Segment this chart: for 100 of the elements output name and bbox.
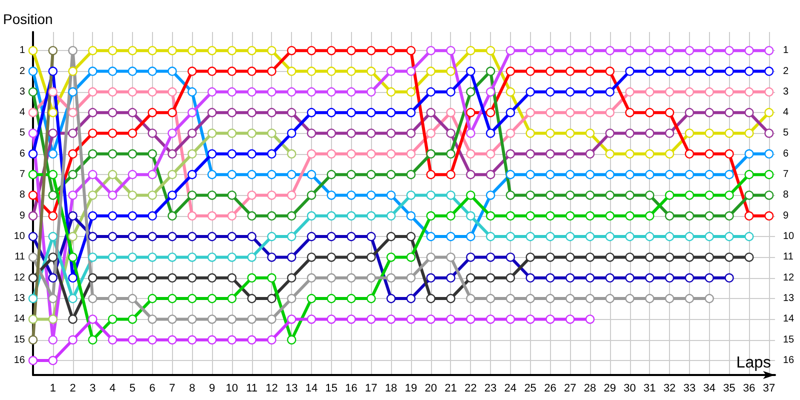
point (764, 66, 774, 76)
point (664, 211, 674, 220)
point (68, 252, 78, 262)
point (227, 128, 237, 138)
point (585, 211, 595, 220)
point (526, 211, 535, 220)
point (28, 190, 38, 200)
y-tick-label: 3 (19, 86, 26, 98)
point (506, 252, 516, 262)
point (188, 252, 197, 262)
point (128, 314, 138, 324)
point (128, 66, 138, 76)
point (148, 232, 157, 242)
point (287, 108, 296, 118)
point (486, 211, 496, 220)
point (148, 128, 157, 138)
point (664, 273, 674, 282)
point (546, 190, 555, 200)
point (227, 170, 237, 180)
point (28, 314, 38, 324)
x-tick-label: 27 (564, 382, 576, 394)
point (306, 46, 316, 56)
x-tick-label: 12 (266, 382, 278, 394)
point (466, 211, 476, 220)
point (207, 294, 217, 304)
point (306, 87, 316, 97)
point (326, 294, 336, 304)
point (287, 87, 296, 97)
point (306, 252, 316, 262)
point (247, 232, 256, 242)
point (287, 211, 296, 220)
point (267, 46, 276, 56)
point (704, 170, 714, 180)
point (28, 273, 38, 282)
point (306, 294, 316, 304)
point (585, 108, 595, 118)
point (585, 170, 595, 180)
point (506, 211, 516, 220)
point (625, 232, 634, 242)
point (406, 46, 416, 56)
point (207, 190, 217, 200)
point (188, 170, 197, 180)
y2-tick-label: 5 (783, 128, 789, 139)
point (526, 273, 535, 282)
point (366, 149, 376, 159)
point (108, 149, 118, 159)
point (48, 211, 58, 220)
x-tick-label: 17 (365, 382, 378, 394)
point (625, 46, 634, 56)
y2-tick-label: 6 (783, 148, 789, 160)
point (704, 190, 714, 200)
point (207, 314, 217, 324)
point (28, 149, 38, 159)
point (287, 66, 296, 76)
point (446, 190, 456, 200)
point (684, 46, 694, 56)
point (546, 232, 555, 242)
point (625, 128, 634, 138)
point (48, 108, 58, 118)
point (764, 149, 774, 159)
point (664, 66, 674, 76)
point (28, 252, 38, 262)
point (684, 273, 694, 282)
point (526, 149, 535, 159)
point (168, 294, 177, 304)
y-tick-label: 11 (14, 252, 26, 263)
point (326, 46, 336, 56)
point (28, 294, 38, 304)
point (28, 46, 38, 56)
point (486, 294, 496, 304)
point (128, 149, 138, 159)
point (88, 170, 98, 180)
point (526, 314, 535, 324)
point (664, 294, 674, 304)
point (625, 252, 634, 262)
point (625, 108, 634, 118)
point (108, 46, 118, 56)
point (446, 108, 456, 118)
point (546, 314, 555, 324)
point (207, 149, 217, 159)
x-tick-label: 11 (246, 382, 258, 394)
point (486, 190, 496, 200)
point (566, 108, 575, 118)
point (566, 190, 575, 200)
point (88, 211, 98, 220)
x-tick-label: 6 (149, 382, 156, 394)
point (406, 128, 416, 138)
point (744, 149, 754, 159)
point (664, 232, 674, 242)
point (227, 190, 237, 200)
point (486, 87, 496, 97)
point (247, 128, 256, 138)
x-tick-label: 15 (325, 382, 338, 394)
point (386, 46, 396, 56)
point (227, 232, 237, 242)
point (247, 273, 256, 282)
point (168, 170, 177, 180)
point (188, 273, 197, 282)
point (168, 252, 177, 262)
point (207, 66, 217, 76)
